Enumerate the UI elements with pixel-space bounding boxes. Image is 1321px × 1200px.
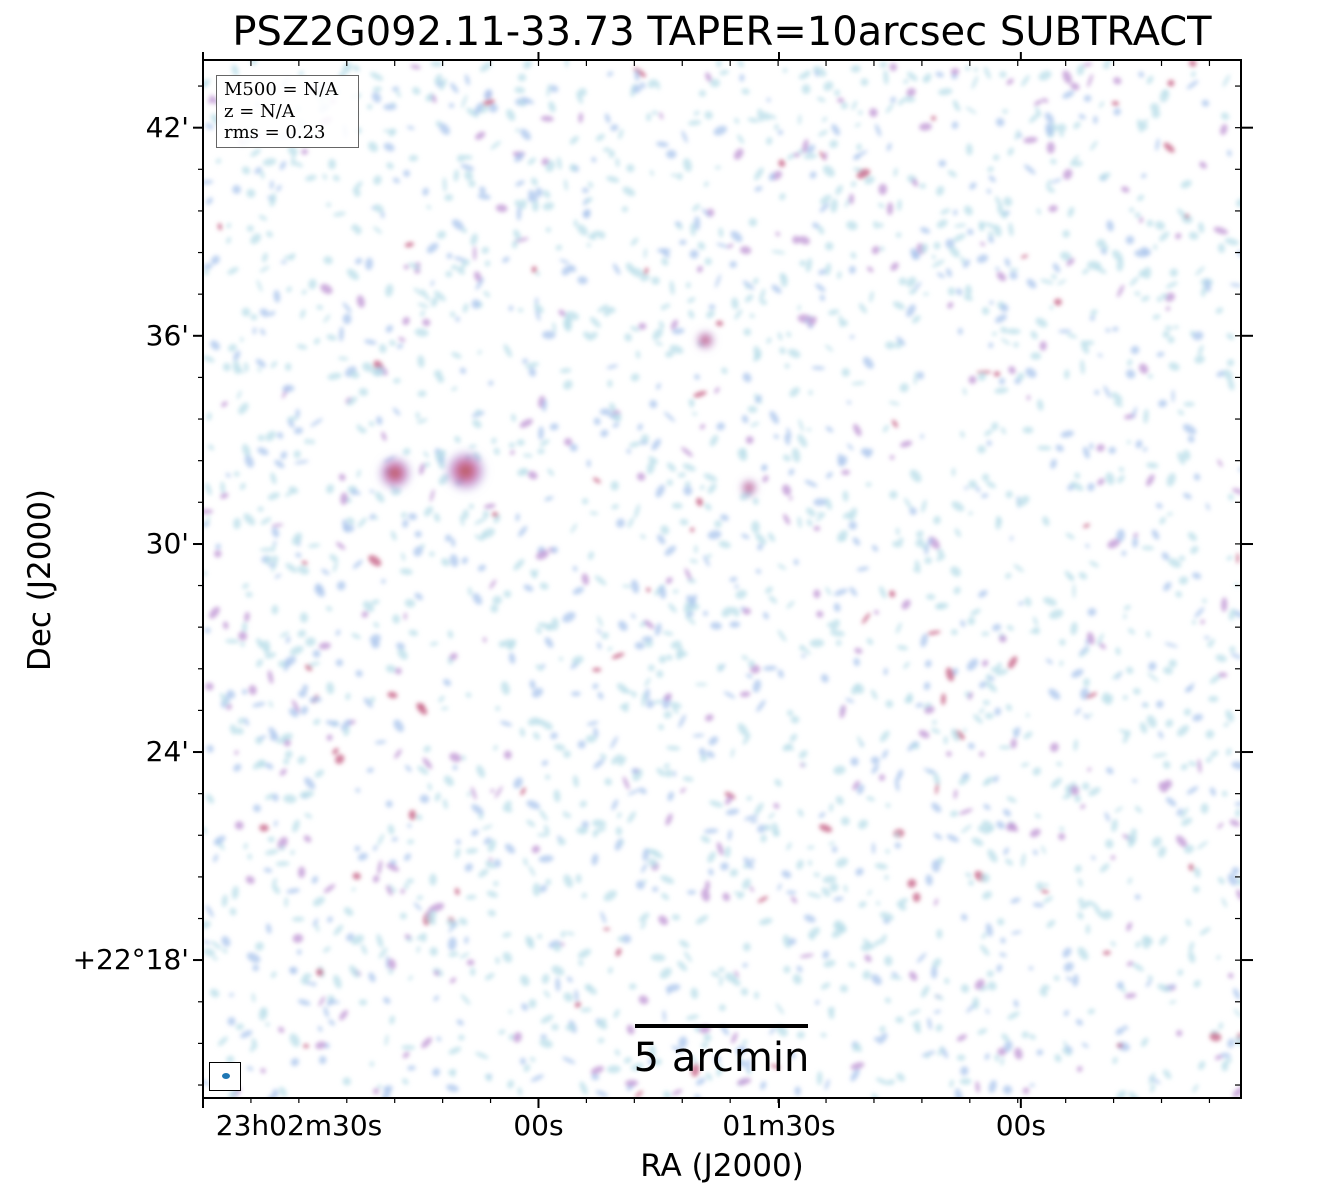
- x-tick-label: 01m30s: [722, 1109, 836, 1142]
- x-tick-label: 23h02m30s: [215, 1109, 383, 1142]
- map-image: [203, 60, 1241, 1098]
- y-tick-label: 30': [145, 527, 189, 561]
- x-axis-label: RA (J2000): [640, 1148, 804, 1184]
- y-axis-label: Dec (J2000): [22, 488, 58, 672]
- x-tick-label: 00s: [995, 1109, 1046, 1142]
- x-tick-label: 00s: [513, 1109, 564, 1142]
- y-tick-label: 24': [145, 735, 189, 769]
- y-tick-label: 36': [145, 318, 189, 352]
- radio-source-blob: [695, 330, 716, 351]
- y-tick-label: 42': [145, 110, 189, 144]
- redshift-text: z = N/A: [224, 100, 295, 122]
- scale-bar: [635, 1024, 808, 1028]
- cluster-info-box: M500 = N/A z = N/A rms = 0.23: [216, 75, 359, 148]
- radio-source-blob: [443, 449, 488, 493]
- radio-source-blob: [740, 478, 758, 497]
- beam-ellipse: [222, 1073, 230, 1079]
- beam-indicator: [209, 1062, 241, 1091]
- radio-source-blob: [377, 455, 413, 492]
- scale-bar-label: 5 arcmin: [633, 1035, 810, 1081]
- m500-text: M500 = N/A: [224, 79, 339, 100]
- y-tick-label: +22°18': [72, 943, 189, 977]
- rms-text: rms = 0.23: [224, 122, 326, 143]
- radio-emission-image: [203, 60, 1241, 1098]
- figure-title: PSZ2G092.11-33.73 TAPER=10arcsec SUBTRAC…: [232, 9, 1212, 55]
